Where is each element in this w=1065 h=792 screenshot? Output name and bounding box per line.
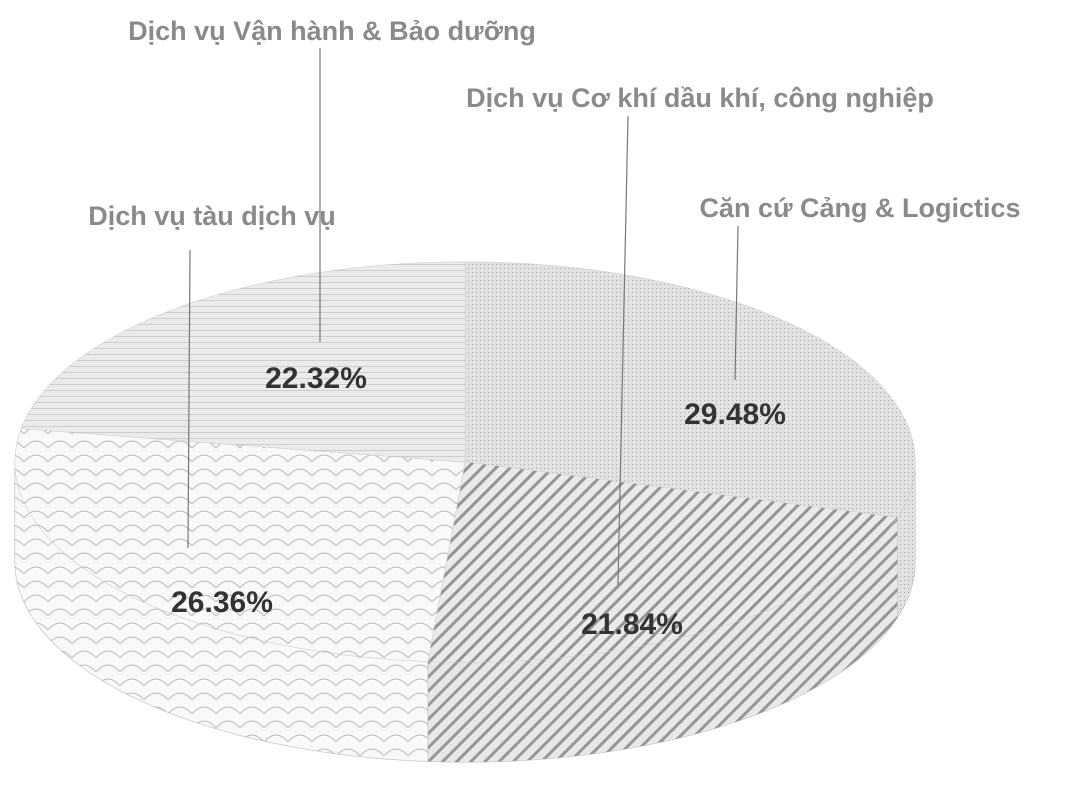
leader-line bbox=[187, 249, 191, 549]
pie-slice-pattern bbox=[21, 262, 466, 462]
category-label: Dịch vụ Cơ khí dầu khí, công nghiệp bbox=[466, 83, 934, 113]
leader-line bbox=[617, 115, 629, 586]
pie-sides bbox=[14, 461, 916, 763]
pie-side-pattern bbox=[427, 517, 898, 762]
value-label: 29.48% bbox=[684, 398, 786, 431]
pie-side-pattern bbox=[897, 462, 915, 618]
pie-slice-pattern bbox=[465, 262, 915, 518]
value-label: 22.32% bbox=[265, 362, 367, 395]
value-label: 21.84% bbox=[581, 608, 683, 641]
leader-line bbox=[734, 225, 739, 381]
pie-slice-pattern bbox=[427, 462, 898, 662]
category-label: Dịch vụ Vận hành & Bảo dưỡng bbox=[128, 16, 536, 46]
labels: Căn cứ Cảng & Logictics 29.48% Dịch vụ Cơ … bbox=[88, 16, 1020, 641]
category-label: Căn cứ Cảng & Logictics bbox=[699, 193, 1020, 223]
value-label: 26.36% bbox=[171, 586, 273, 619]
pie-side-pattern bbox=[15, 462, 428, 762]
category-label: Dịch vụ tàu dịch vụ bbox=[88, 201, 336, 231]
pie-tops bbox=[14, 261, 916, 663]
pie-slice-pattern bbox=[15, 428, 466, 662]
